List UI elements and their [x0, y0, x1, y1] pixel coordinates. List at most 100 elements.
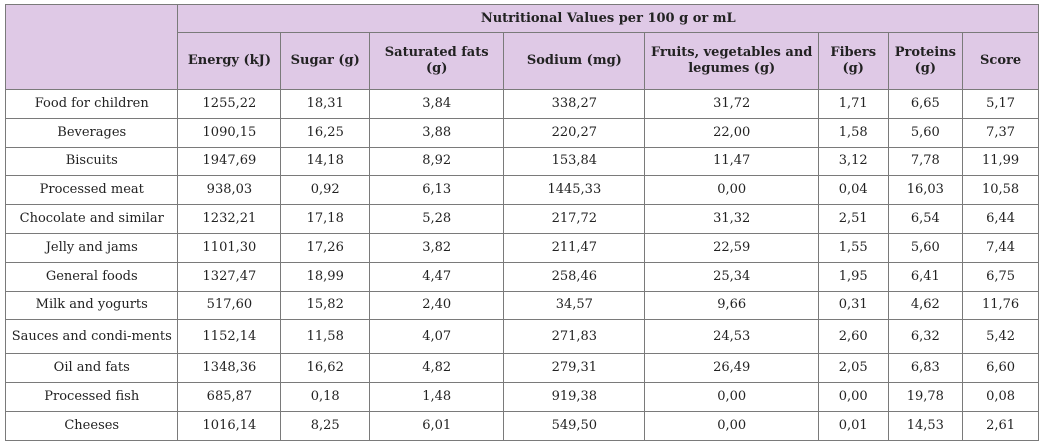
col-header-saturated-fats: Saturated fats (g) — [369, 32, 505, 90]
table-cell: 31,72 — [644, 89, 819, 119]
table-cell: 16,62 — [280, 353, 371, 384]
table-cell: 18,99 — [280, 261, 371, 292]
table-cell: 0,18 — [280, 382, 371, 412]
table-cell: 6,44 — [962, 204, 1039, 234]
col-header-fibers: Fibers (g) — [817, 32, 889, 90]
row-label: Jelly and jams — [4, 232, 179, 263]
row-label: Milk and yogurts — [4, 290, 179, 321]
table-cell: 1,71 — [817, 89, 889, 119]
table-cell: 2,51 — [817, 204, 889, 234]
table-cell: 919,38 — [503, 382, 646, 412]
table-cell: 0,31 — [817, 290, 889, 321]
table-cell: 517,60 — [177, 290, 282, 321]
table-cell: 34,57 — [503, 290, 646, 321]
table-cell: 25,34 — [644, 261, 819, 292]
group-header-row: Nutritional Values per 100 g or mL — [4, 4, 1039, 90]
table-cell: 8,92 — [369, 146, 505, 177]
table-cell: 2,61 — [962, 410, 1039, 441]
table-row: Chocolate and similar 1232,21 17,18 5,28 217… — [4, 204, 1039, 234]
table-cell: 1348,36 — [177, 353, 282, 384]
table-cell: 3,88 — [369, 117, 505, 148]
table-cell: 14,53 — [887, 410, 964, 441]
table-cell: 9,66 — [644, 290, 819, 321]
table-cell: 11,58 — [280, 319, 371, 355]
table-cell: 11,47 — [644, 146, 819, 177]
col-header-score: Score — [962, 32, 1039, 90]
row-label: Oil and fats — [4, 353, 179, 384]
table-cell: 1,48 — [369, 382, 505, 412]
table-cell: 22,00 — [644, 117, 819, 148]
table-row: General foods 1327,47 18,99 4,47 258,46 25,34… — [4, 261, 1039, 292]
nutrition-table: Nutritional Values per 100 g or mL Energ… — [4, 4, 1039, 441]
table-cell: 22,59 — [644, 232, 819, 263]
table-cell: 6,01 — [369, 410, 505, 441]
table-cell: 5,60 — [887, 232, 964, 263]
table-cell: 7,44 — [962, 232, 1039, 263]
table-cell: 338,27 — [503, 89, 646, 119]
table-cell: 3,84 — [369, 89, 505, 119]
table-cell: 31,32 — [644, 204, 819, 234]
table-cell: 0,00 — [644, 410, 819, 441]
table-cell: 211,47 — [503, 232, 646, 263]
row-label: General foods — [4, 261, 179, 292]
col-header-energy: Energy (kJ) — [177, 32, 282, 90]
col-header-sugar: Sugar (g) — [280, 32, 371, 90]
table-cell: 1,58 — [817, 117, 889, 148]
table-cell: 5,17 — [962, 89, 1039, 119]
row-label: Food for children — [4, 89, 179, 119]
table-cell: 26,49 — [644, 353, 819, 384]
row-label: Chocolate and similar — [4, 204, 179, 234]
table-row: Biscuits 1947,69 14,18 8,92 153,84 11,47 3,12 7… — [4, 146, 1039, 177]
table-cell: 258,46 — [503, 261, 646, 292]
table-cell: 0,04 — [817, 175, 889, 206]
table-cell: 938,03 — [177, 175, 282, 206]
column-header-row: Energy (kJ) Sugar (g) Saturated fats (g)… — [6, 32, 1039, 90]
table-cell: 3,82 — [369, 232, 505, 263]
table-cell: 6,75 — [962, 261, 1039, 292]
table-cell: 0,00 — [644, 175, 819, 206]
table-cell: 5,28 — [369, 204, 505, 234]
table-cell: 4,82 — [369, 353, 505, 384]
table-cell: 10,58 — [962, 175, 1039, 206]
table-row: Oil and fats 1348,36 16,62 4,82 279,31 26,49 2… — [4, 353, 1039, 384]
row-label: Processed meat — [4, 175, 179, 206]
table-cell: 17,26 — [280, 232, 371, 263]
table-cell: 5,60 — [887, 117, 964, 148]
table-cell: 18,31 — [280, 89, 371, 119]
table-cell: 0,00 — [817, 382, 889, 412]
table-cell: 5,42 — [962, 319, 1039, 355]
table-row: Cheeses 1016,14 8,25 6,01 549,50 0,00 0,01 14,5… — [4, 410, 1039, 441]
table-cell: 11,99 — [962, 146, 1039, 177]
row-label: Sauces and condi-ments — [4, 319, 179, 355]
col-header-proteins: Proteins (g) — [887, 32, 964, 90]
row-label: Cheeses — [4, 410, 179, 441]
table-row: Processed meat 938,03 0,92 6,13 1445,33 0,00 0… — [4, 175, 1039, 206]
table-cell: 2,60 — [817, 319, 889, 355]
table-cell: 8,25 — [280, 410, 371, 441]
table-cell: 6,13 — [369, 175, 505, 206]
group-header: Nutritional Values per 100 g or mL — [177, 4, 1039, 33]
table-cell: 1152,14 — [177, 319, 282, 355]
table-cell: 16,03 — [887, 175, 964, 206]
table-cell: 0,08 — [962, 382, 1039, 412]
col-header-sodium: Sodium (mg) — [503, 32, 646, 90]
table-cell: 4,47 — [369, 261, 505, 292]
table-cell: 19,78 — [887, 382, 964, 412]
table-cell: 685,87 — [177, 382, 282, 412]
row-label: Biscuits — [4, 146, 179, 177]
table-cell: 16,25 — [280, 117, 371, 148]
table-body: Food for children 1255,22 18,31 3,84 338,27 3… — [4, 89, 1039, 441]
table-cell: 271,83 — [503, 319, 646, 355]
table-cell: 153,84 — [503, 146, 646, 177]
table-cell: 14,18 — [280, 146, 371, 177]
table-cell: 17,18 — [280, 204, 371, 234]
table-cell: 4,62 — [887, 290, 964, 321]
table-cell: 1016,14 — [177, 410, 282, 441]
table-cell: 1090,15 — [177, 117, 282, 148]
table-cell: 1947,69 — [177, 146, 282, 177]
table-cell: 24,53 — [644, 319, 819, 355]
col-header-fruits-vegetables: Fruits, vegetables and legumes (g) — [644, 32, 819, 90]
row-label: Processed fish — [4, 382, 179, 412]
table-cell: 1101,30 — [177, 232, 282, 263]
table-cell: 6,41 — [887, 261, 964, 292]
